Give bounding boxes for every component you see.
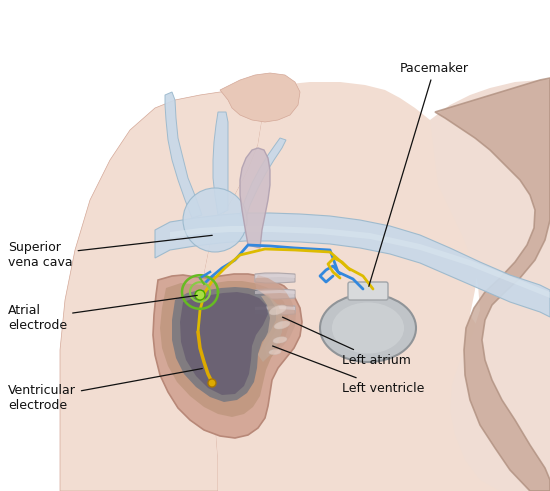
Polygon shape — [240, 138, 286, 218]
Polygon shape — [255, 290, 295, 294]
Polygon shape — [255, 275, 296, 357]
Ellipse shape — [332, 302, 404, 354]
Ellipse shape — [273, 337, 287, 343]
Polygon shape — [240, 148, 270, 248]
Ellipse shape — [270, 305, 287, 315]
Polygon shape — [255, 274, 295, 278]
Polygon shape — [430, 80, 550, 491]
Polygon shape — [160, 281, 289, 417]
Polygon shape — [203, 82, 550, 491]
Polygon shape — [220, 73, 300, 122]
Text: Left ventricle: Left ventricle — [273, 346, 425, 394]
Polygon shape — [255, 306, 295, 310]
Text: Left atrium: Left atrium — [283, 317, 411, 366]
Polygon shape — [155, 213, 550, 317]
Polygon shape — [153, 274, 302, 438]
Polygon shape — [435, 78, 550, 491]
Circle shape — [208, 379, 216, 387]
Text: Ventricular
electrode: Ventricular electrode — [8, 369, 202, 412]
Text: Superior
vena cava: Superior vena cava — [8, 235, 212, 269]
Polygon shape — [213, 112, 228, 215]
Ellipse shape — [269, 350, 281, 355]
Polygon shape — [60, 90, 262, 491]
Circle shape — [183, 188, 247, 252]
Polygon shape — [170, 226, 550, 298]
Polygon shape — [165, 92, 202, 218]
Polygon shape — [255, 289, 295, 299]
FancyBboxPatch shape — [348, 282, 388, 300]
Polygon shape — [172, 287, 276, 402]
Text: Pacemaker: Pacemaker — [369, 61, 469, 286]
Polygon shape — [258, 295, 283, 362]
Polygon shape — [180, 292, 268, 395]
Text: Atrial
electrode: Atrial electrode — [8, 296, 197, 332]
Ellipse shape — [320, 294, 416, 362]
Polygon shape — [255, 273, 295, 283]
Circle shape — [195, 290, 205, 300]
Ellipse shape — [274, 321, 290, 329]
Polygon shape — [255, 305, 295, 315]
